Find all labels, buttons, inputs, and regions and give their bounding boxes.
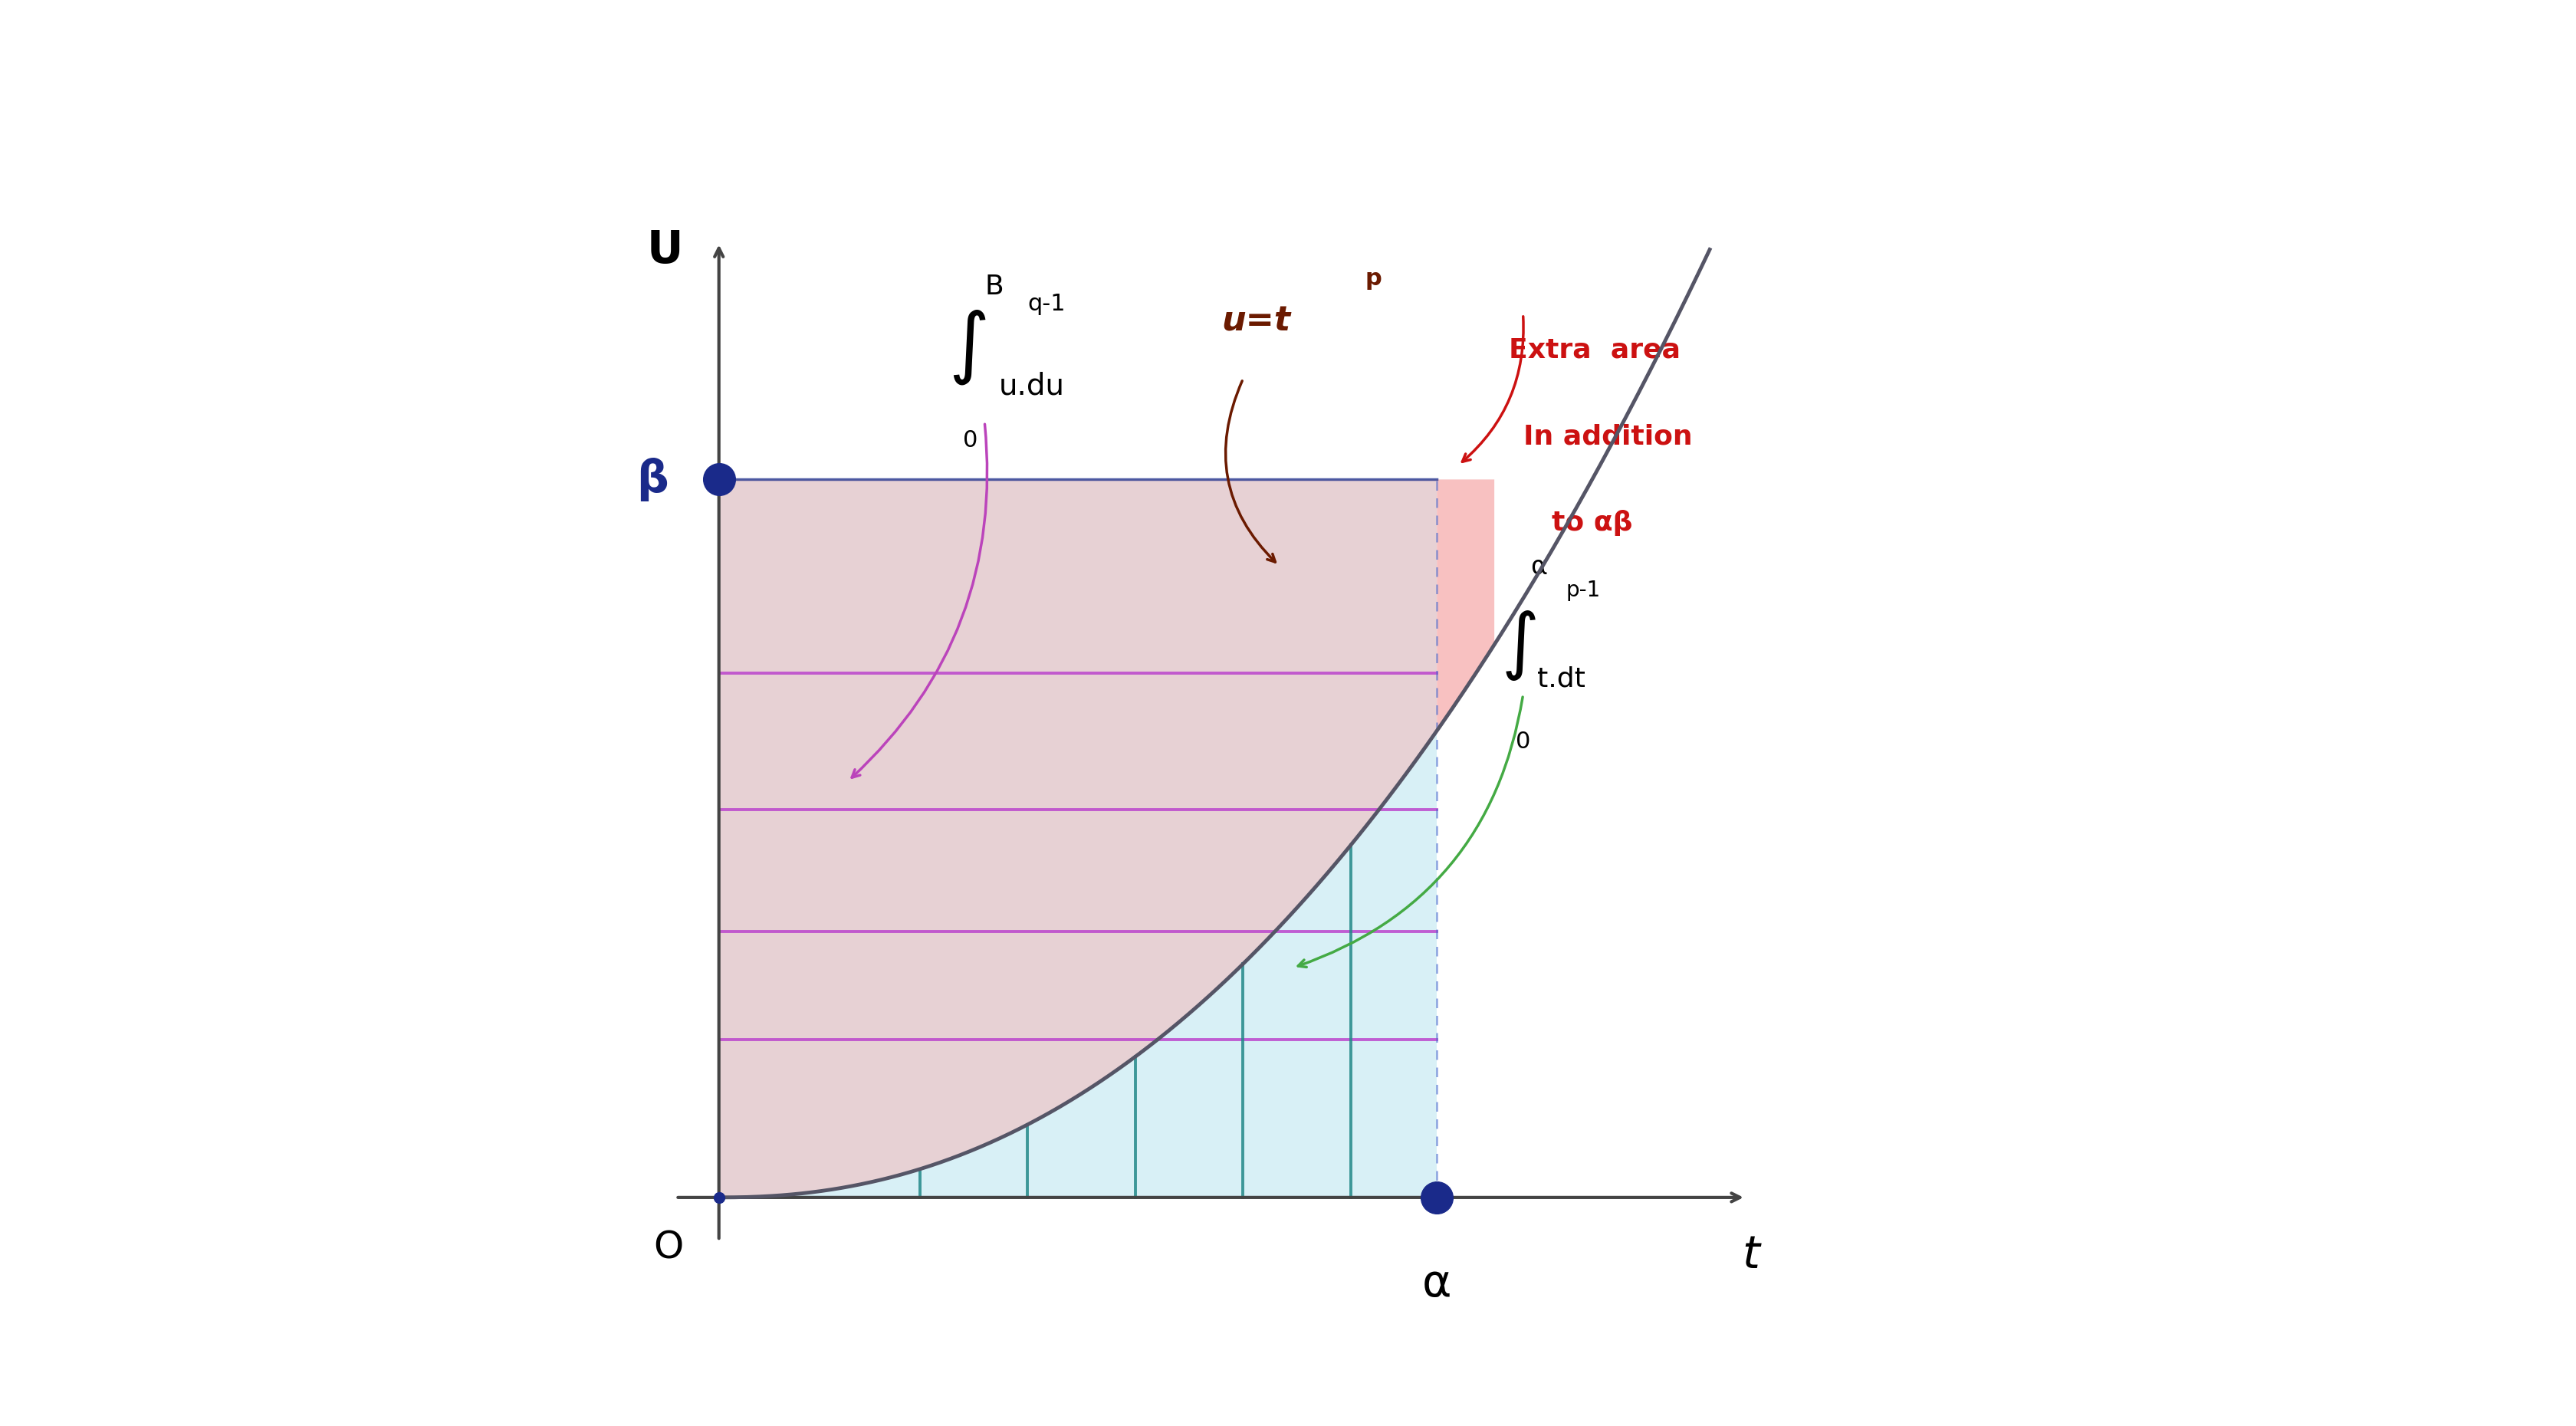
Text: Extra  area: Extra area xyxy=(1510,337,1680,364)
Text: p: p xyxy=(1365,267,1381,289)
Text: p-1: p-1 xyxy=(1566,580,1600,602)
Text: t.dt: t.dt xyxy=(1538,666,1587,692)
Text: u=t: u=t xyxy=(1221,305,1291,338)
Text: α: α xyxy=(1530,555,1548,580)
Text: U: U xyxy=(647,228,683,272)
Polygon shape xyxy=(719,479,1437,1198)
Polygon shape xyxy=(719,479,1437,1198)
Text: u.du: u.du xyxy=(999,372,1064,401)
Point xyxy=(698,468,739,491)
Text: α: α xyxy=(1422,1262,1453,1306)
Text: 0: 0 xyxy=(963,429,979,452)
Text: t: t xyxy=(1741,1233,1759,1278)
Text: β: β xyxy=(636,458,670,502)
Text: $\int$: $\int$ xyxy=(948,307,987,386)
Text: O: O xyxy=(654,1229,683,1266)
Text: 0: 0 xyxy=(1515,730,1530,753)
Text: to αβ: to αβ xyxy=(1551,509,1633,536)
Point xyxy=(698,1186,739,1209)
Text: $\int$: $\int$ xyxy=(1502,609,1535,682)
Text: In addition: In addition xyxy=(1522,424,1692,449)
Text: q-1: q-1 xyxy=(1028,292,1066,315)
Polygon shape xyxy=(1437,479,1494,730)
Text: B: B xyxy=(984,274,1005,299)
Point xyxy=(1417,1186,1458,1209)
